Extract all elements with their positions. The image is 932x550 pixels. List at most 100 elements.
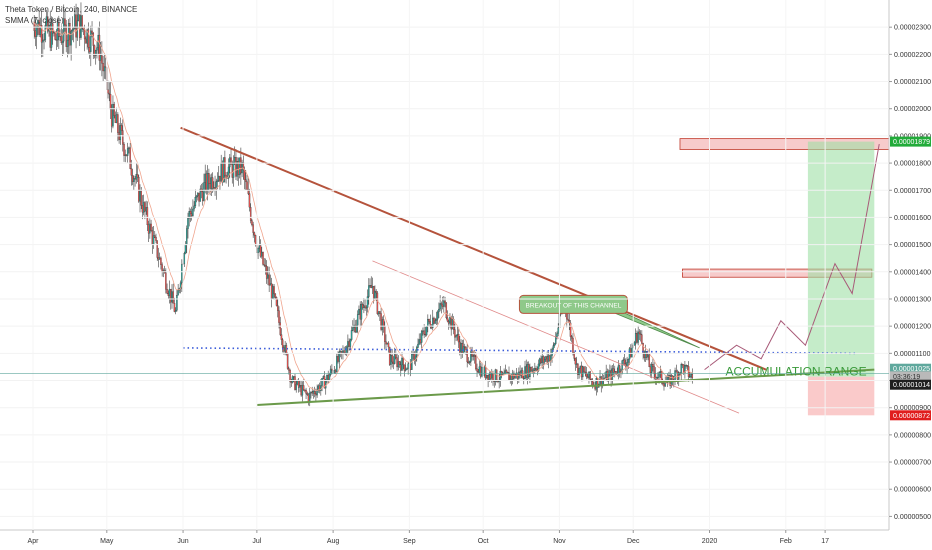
candle: [295, 383, 297, 390]
price-axis[interactable]: 0.00002300 0.00002200 0.00002100 0.00002000…: [0, 25, 931, 521]
price-label-text: 0.00000872: [893, 413, 930, 420]
candle: [689, 376, 691, 378]
candle: [270, 283, 273, 299]
y-tick-label: 0.00000800: [894, 432, 931, 439]
y-tick-label: 0.00001400: [894, 269, 931, 276]
candle: [545, 356, 547, 360]
candle: [413, 352, 416, 361]
annotations-layer[interactable]: BREAKOUT OF THIS CHANNEL ACCUMULATION RAN…: [518, 294, 867, 379]
candle: [99, 55, 102, 61]
y-tick-label: 0.00002100: [894, 79, 931, 86]
candle: [582, 366, 584, 378]
candle: [633, 342, 636, 346]
candle: [246, 181, 248, 190]
position-profit-zone[interactable]: [807, 141, 875, 377]
candle: [113, 103, 115, 116]
candle: [278, 310, 280, 323]
candle: [575, 363, 578, 365]
candle: [107, 89, 109, 94]
candle: [424, 333, 427, 336]
candle: [220, 162, 222, 182]
candle: [302, 385, 305, 391]
candle: [492, 373, 494, 381]
candle: [55, 39, 58, 41]
candle: [623, 359, 626, 364]
candle: [150, 223, 152, 231]
candle: [42, 40, 44, 43]
candle: [547, 355, 550, 363]
trendlines-layer[interactable]: [180, 126, 875, 414]
candle: [404, 368, 407, 371]
candle: [379, 311, 381, 314]
candle: [455, 335, 457, 338]
candle: [217, 175, 220, 181]
candle: [364, 305, 366, 309]
candle: [363, 305, 365, 308]
candle: [439, 303, 441, 310]
candle: [35, 27, 38, 37]
candle: [435, 318, 438, 321]
candle: [648, 354, 650, 368]
candles-layer: [32, 2, 694, 407]
candle: [184, 244, 187, 254]
candle: [288, 368, 290, 371]
candle: [574, 358, 577, 365]
candle: [650, 364, 653, 374]
candle: [443, 300, 445, 307]
candle: [102, 63, 104, 72]
inner-resistance-line[interactable]: [372, 260, 740, 414]
candle: [90, 30, 92, 52]
candle: [155, 237, 157, 241]
candle: [384, 325, 386, 342]
candle: [215, 181, 218, 189]
long-position-tool[interactable]: [807, 141, 875, 416]
candle: [372, 285, 375, 299]
support-line[interactable]: [256, 368, 875, 406]
candle: [173, 303, 176, 312]
candle: [573, 352, 575, 359]
candle: [675, 370, 678, 373]
candle: [101, 55, 103, 64]
time-axis[interactable]: Apr May Jun Jul Aug Sep Oct Nov Dec 2020 Feb 17: [28, 0, 830, 545]
y-tick-label: 0.00002200: [894, 52, 931, 59]
candle: [477, 371, 480, 373]
candle: [370, 285, 372, 289]
candle: [92, 32, 95, 46]
candle: [531, 369, 534, 372]
candle: [141, 205, 144, 213]
candle: [193, 205, 195, 210]
breakout-callout-text: BREAKOUT OF THIS CHANNEL: [526, 302, 622, 309]
candle: [591, 380, 594, 386]
candle: [626, 362, 628, 367]
candle: [638, 331, 641, 335]
accumulation-range-label[interactable]: ACCUMULATION RANGE: [725, 365, 866, 379]
candle: [419, 339, 422, 343]
y-tick-label: 0.00000700: [894, 460, 931, 467]
candle: [514, 375, 516, 379]
candle: [206, 173, 209, 191]
candle: [275, 297, 278, 306]
candle: [152, 235, 155, 245]
candle: [390, 355, 392, 365]
candle: [130, 168, 133, 176]
price-label-text: 0.00001025: [893, 366, 930, 373]
candle: [257, 248, 259, 254]
candle: [465, 347, 467, 350]
symbol-title[interactable]: Theta Token / Bitcoin, 240, BINANCE: [5, 5, 138, 14]
candle: [484, 366, 487, 379]
candle: [329, 368, 332, 376]
candle: [681, 364, 684, 366]
candle: [198, 192, 200, 202]
candle: [123, 144, 125, 156]
candle: [334, 370, 337, 372]
upper-resistance-line[interactable]: [180, 126, 767, 371]
candle: [232, 162, 235, 178]
candle: [94, 50, 97, 56]
breakout-callout[interactable]: [518, 294, 628, 314]
y-tick-label: 0.00000900: [894, 405, 931, 412]
position-loss-zone[interactable]: [807, 376, 875, 416]
candle: [289, 370, 291, 382]
indicator-label[interactable]: SMMA (7, close): [5, 16, 64, 25]
candle: [371, 285, 374, 289]
